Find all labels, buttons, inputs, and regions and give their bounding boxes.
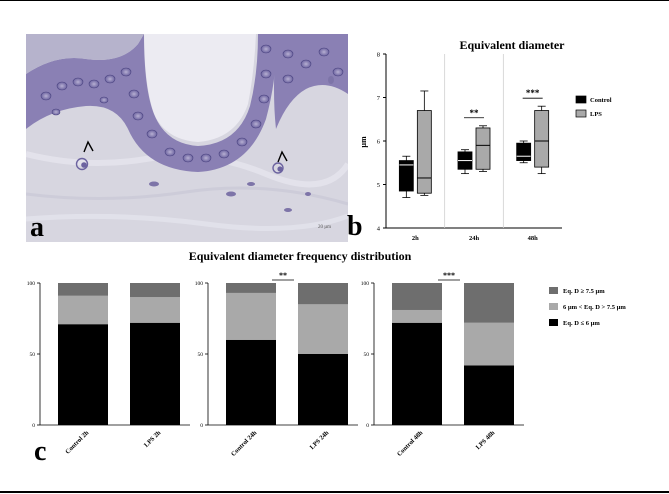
stacked-bar-groups: 0 50 100 Control 2h LPS 2h 0 50 100 Control 24h L…: [27, 271, 524, 458]
boxplot-y-tick-label: 6: [377, 139, 381, 146]
stacked-bar-segment-small: [58, 324, 108, 425]
boxplot-boxes: *****: [398, 88, 550, 198]
stacked-chart-title: Equivalent diameter frequency distributi…: [189, 249, 412, 263]
stacked-bar-segment-medium: [392, 309, 442, 323]
boxplot-significance-stars: ***: [526, 88, 540, 98]
stacked-group: 0 50 100 Control 2h LPS 2h: [27, 281, 190, 456]
boxplot-box-lps: [475, 127, 491, 170]
panel-a-letter: a: [30, 212, 44, 243]
stacked-bar-segment-small: [226, 339, 276, 425]
stacked-y-tick-label: 50: [364, 352, 370, 358]
boxplot-x-tick-label: 2h: [412, 235, 419, 242]
stacked-legend-swatch: [549, 287, 558, 294]
stacked-bar-segment-large: [392, 283, 442, 310]
boxplot-title: Equivalent diameter: [460, 38, 566, 52]
boxplot-box-lps: [416, 110, 432, 194]
boxplot-significance-stars: **: [470, 108, 480, 118]
boxplot-legend-swatch: [575, 109, 587, 118]
boxplot-axes: 4 5 6 7 8 2h 24h 48h: [377, 52, 562, 242]
stacked-bar-segment-large: [464, 283, 514, 323]
boxplot-box-control: [398, 160, 414, 192]
stacked-legend-label: 6 µm < Eq. D > 7.5 µm: [563, 304, 626, 311]
stacked-y-tick-label: 50: [198, 352, 204, 358]
panel-b-letter: b: [347, 211, 363, 242]
stacked-legend-label: Eq. D ≥ 7.5 µm: [563, 288, 605, 295]
stacked-bar-segment-large: [58, 283, 108, 296]
stacked-group: 0 50 100 Control 24h LPS 24h **: [195, 271, 358, 458]
stacked-bar-segment-medium: [58, 295, 108, 325]
stacked-significance-stars: **: [279, 271, 287, 280]
boxplot-x-tick-label: 48h: [528, 235, 539, 242]
panel-c-letter: c: [34, 436, 47, 467]
boxplot-box-lps: [534, 110, 550, 168]
stacked-y-tick-label: 0: [366, 423, 369, 429]
stacked-bar-segment-medium: [226, 292, 276, 340]
stacked-y-tick-label: 0: [200, 423, 203, 429]
boxplot-y-tick-label: 5: [377, 182, 380, 189]
boxplot-x-tick-label: 24h: [469, 235, 480, 242]
frame-top-border: [0, 0, 669, 1]
stacked-bar-segment-large: [226, 283, 276, 293]
boxplot-legend-swatch: [575, 95, 587, 104]
boxplot-y-axis-label: µm: [359, 136, 368, 148]
boxplot-box-control: [516, 142, 532, 161]
stacked-bar-segment-small: [392, 322, 442, 425]
stacked-legend-swatch: [549, 319, 558, 326]
stacked-y-tick-label: 100: [195, 281, 204, 287]
stacked-y-tick-label: 50: [30, 352, 36, 358]
stacked-y-tick-label: 0: [32, 423, 35, 429]
stacked-y-tick-label: 100: [27, 281, 36, 287]
stacked-bar-segment-small: [464, 365, 514, 425]
boxplot-legend-label: LPS: [590, 111, 602, 118]
stacked-bar-segment-small: [130, 322, 180, 425]
boxplot-y-tick-label: 8: [377, 52, 380, 59]
boxplot-y-tick-label: 7: [377, 95, 381, 102]
stacked-legend: Eq. D ≥ 7.5 µm 6 µm < Eq. D > 7.5 µm Eq. D…: [549, 287, 626, 327]
stacked-bar-segment-small: [298, 354, 348, 425]
stacked-x-tick-label: LPS 2h: [143, 429, 163, 449]
scale-bar-label: 20 µm: [318, 225, 331, 230]
stacked-bar-segment-medium: [130, 297, 180, 323]
stacked-bar-segment-large: [298, 283, 348, 305]
frame-bottom-border: [0, 491, 669, 493]
boxplot-y-tick-label: 4: [377, 226, 381, 233]
stacked-x-tick-label: LPS 24h: [309, 429, 331, 451]
stacked-legend-swatch: [549, 303, 558, 310]
stacked-x-tick-label: Control 24h: [230, 429, 259, 458]
stacked-significance-stars: ***: [443, 271, 455, 280]
stacked-group: 0 50 100 Control 48h LPS 48h ***: [361, 271, 524, 458]
micrograph-image: 20 µm: [26, 34, 348, 242]
stacked-bar-segment-medium: [464, 322, 514, 366]
stacked-x-tick-label: Control 2h: [64, 429, 90, 455]
stacked-legend-label: Eq. D ≤ 6 µm: [563, 320, 600, 327]
boxplot-legend-label: Control: [590, 97, 612, 104]
stacked-bar-segment-medium: [298, 304, 348, 354]
stacked-x-tick-label: LPS 48h: [475, 429, 497, 451]
stacked-bar-segment-large: [130, 283, 180, 298]
stacked-y-tick-label: 100: [361, 281, 370, 287]
frequency-distribution-stacked-bars: Equivalent diameter frequency distributi…: [27, 249, 627, 458]
boxplot-legend: Control LPS: [575, 95, 612, 118]
stacked-x-tick-label: Control 48h: [396, 429, 425, 458]
